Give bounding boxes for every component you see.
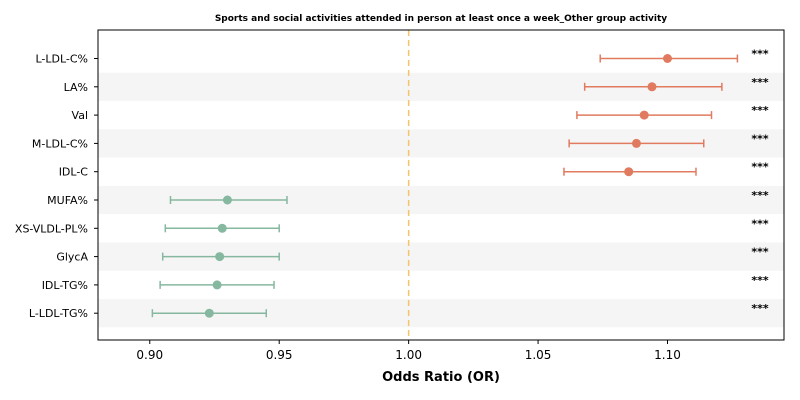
forest-row: Val *** [72, 104, 769, 122]
forest-rows: L-LDL-C% *** LA% *** Val *** M-LDL-C% *** IDL-C *… [15, 48, 769, 321]
row-label: IDL-C [59, 166, 89, 179]
or-point [204, 308, 214, 318]
or-point [647, 82, 657, 92]
significance-label: *** [751, 104, 769, 117]
or-point [624, 167, 634, 177]
row-label: M-LDL-C% [32, 137, 88, 150]
significance-label: *** [751, 217, 769, 230]
significance-label: *** [751, 246, 769, 259]
x-tick-label: 0.95 [266, 348, 293, 362]
or-point [215, 252, 225, 262]
row-label: L-LDL-C% [35, 53, 88, 66]
forest-row: MUFA% *** [47, 189, 769, 207]
significance-label: *** [751, 161, 769, 174]
plot-frame [97, 29, 785, 341]
chart-title: Sports and social activities attended in… [215, 14, 667, 24]
or-point [212, 280, 222, 290]
forest-row: IDL-C *** [59, 161, 769, 179]
x-axis: 0.90 0.95 1.00 1.05 1.10 [136, 340, 681, 362]
x-tick-label: 1.05 [525, 348, 552, 362]
significance-label: *** [751, 189, 769, 202]
row-label: IDL-TG% [42, 279, 88, 292]
forest-row: L-LDL-TG% *** [29, 302, 769, 320]
row-label: Val [72, 109, 88, 122]
forest-row: L-LDL-C% *** [35, 48, 768, 66]
row-label: XS-VLDL-PL% [15, 222, 88, 235]
or-point [639, 110, 649, 120]
forest-row: XS-VLDL-PL% *** [15, 217, 769, 235]
forest-row: IDL-TG% *** [42, 274, 769, 292]
or-point [217, 223, 227, 233]
row-label: GlycA [56, 251, 88, 264]
x-tick-label: 1.00 [395, 348, 422, 362]
forest-row: M-LDL-C% *** [32, 132, 769, 150]
row-label: LA% [64, 81, 88, 94]
x-tick-label: 1.10 [654, 348, 681, 362]
significance-label: *** [751, 274, 769, 287]
significance-label: *** [751, 76, 769, 89]
forest-row: LA% *** [64, 76, 769, 94]
x-tick-label: 0.90 [136, 348, 163, 362]
forest-row: GlycA *** [56, 246, 769, 264]
row-label: MUFA% [47, 194, 88, 207]
x-axis-label: Odds Ratio (OR) [382, 370, 500, 385]
or-point [631, 138, 641, 148]
row-label: L-LDL-TG% [29, 307, 88, 320]
or-point [222, 195, 232, 205]
significance-label: *** [751, 48, 769, 61]
significance-label: *** [751, 132, 769, 145]
or-point [663, 54, 673, 63]
significance-label: *** [751, 302, 769, 315]
